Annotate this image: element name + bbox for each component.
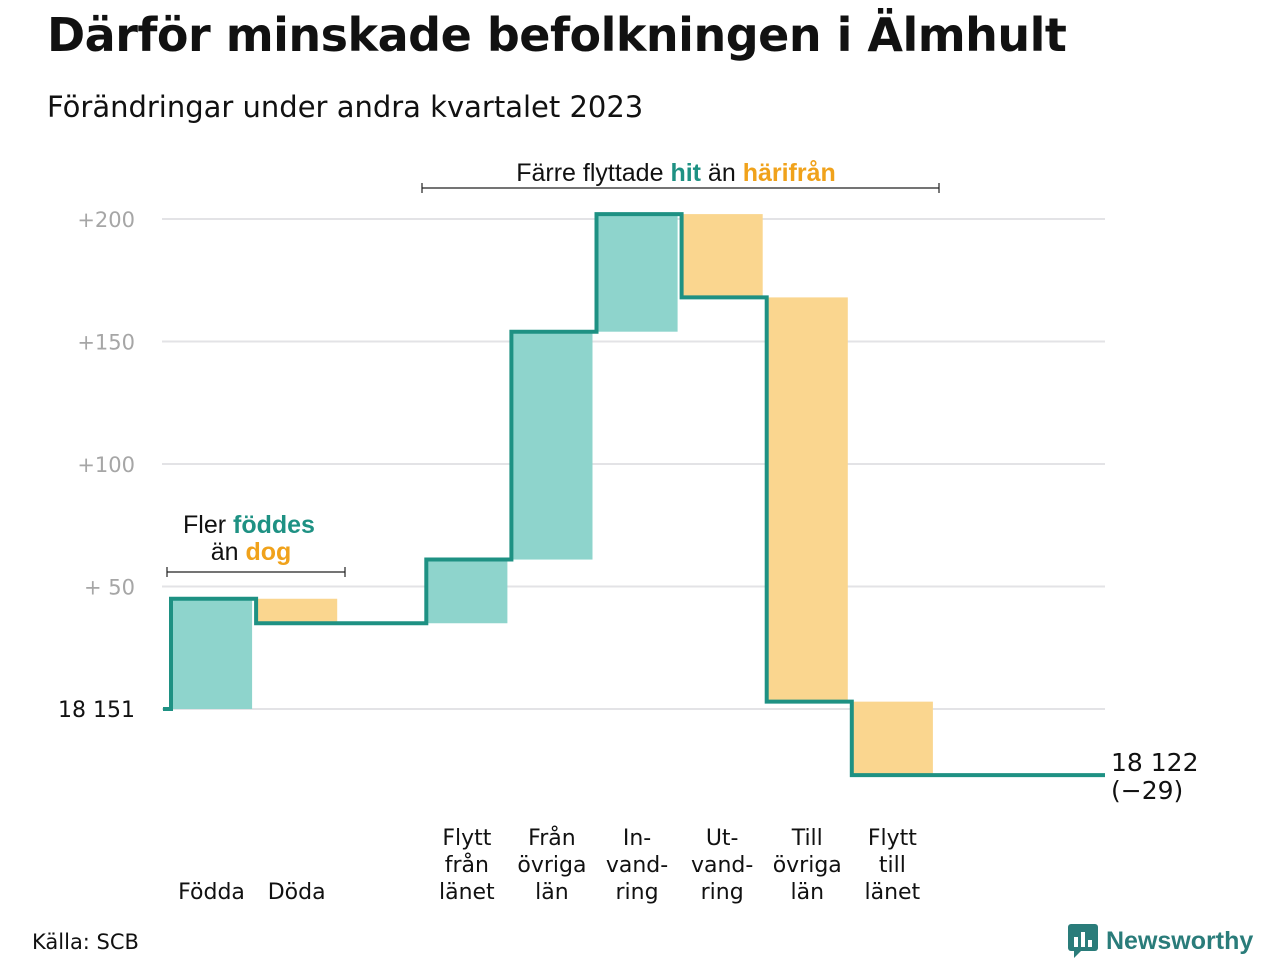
end-change-label: (−29) (1111, 776, 1183, 805)
annotation-highlight: dog (245, 538, 291, 566)
chart-subtitle: Förändringar under andra kvartalet 2023 (47, 90, 644, 124)
y-tick-label: +150 (77, 331, 135, 355)
waterfall-bar (171, 598, 253, 709)
category-label: In- (623, 826, 651, 851)
category-label: Från (528, 825, 576, 851)
category-label: Döda (268, 880, 326, 905)
annotation-text: än (211, 538, 246, 566)
bar-chart-icon (1068, 924, 1098, 958)
annotation-births-line1: Fler föddes (183, 511, 315, 539)
category-label: länet (439, 880, 495, 905)
category-label: länet (864, 880, 920, 905)
category-label: vand- (606, 853, 668, 878)
brand-name: Newsworthy (1106, 926, 1254, 955)
category-label: Födda (178, 880, 245, 905)
y-tick-label: +100 (77, 453, 135, 477)
brand-logo: Newsworthy (1068, 924, 1253, 958)
y-tick-label: +200 (77, 208, 135, 232)
category-label: övriga (517, 853, 586, 878)
annotation-highlight: härifrån (743, 159, 836, 187)
category-label: övriga (773, 853, 842, 878)
running-total-line (163, 212, 1105, 778)
category-label: till (879, 853, 906, 878)
category-label: län (790, 880, 824, 905)
waterfall-bar (426, 559, 508, 624)
category-label: ring (701, 880, 744, 905)
category-label: län (535, 880, 569, 905)
waterfall-bar (256, 598, 338, 624)
annotation-text: än (701, 159, 743, 187)
waterfall-bar (681, 214, 763, 298)
annotation-bracket (166, 567, 346, 577)
waterfall-bar (596, 214, 678, 332)
category-label: vand- (691, 853, 753, 878)
category-label: ring (616, 880, 659, 905)
chart-title: Därför minskade befolkningen i Älmhult (47, 8, 1067, 62)
start-value-label: 18 151 (58, 698, 135, 723)
source-note: Källa: SCB (32, 930, 139, 954)
category-label: Flytt (868, 826, 917, 851)
annotation-highlight: föddes (233, 511, 315, 539)
waterfall-bar (851, 701, 933, 776)
annotation-highlight: hit (670, 159, 701, 187)
waterfall-bar (511, 331, 593, 560)
category-label: Ut- (706, 826, 739, 851)
annotation-births-line2: än dog (211, 538, 292, 566)
end-value-label: 18 122 (1111, 748, 1198, 777)
category-label: Till (791, 826, 823, 851)
category-label: från (445, 852, 489, 878)
category-label: Flytt (442, 826, 491, 851)
annotation-moves: Färre flyttade hit än härifrån (516, 159, 836, 187)
y-tick-label: + 50 (84, 576, 135, 600)
annotation-text: Färre flyttade (516, 159, 670, 187)
annotation-bracket (421, 183, 940, 193)
waterfall-bar (766, 297, 848, 702)
annotation-text: Fler (183, 511, 233, 539)
